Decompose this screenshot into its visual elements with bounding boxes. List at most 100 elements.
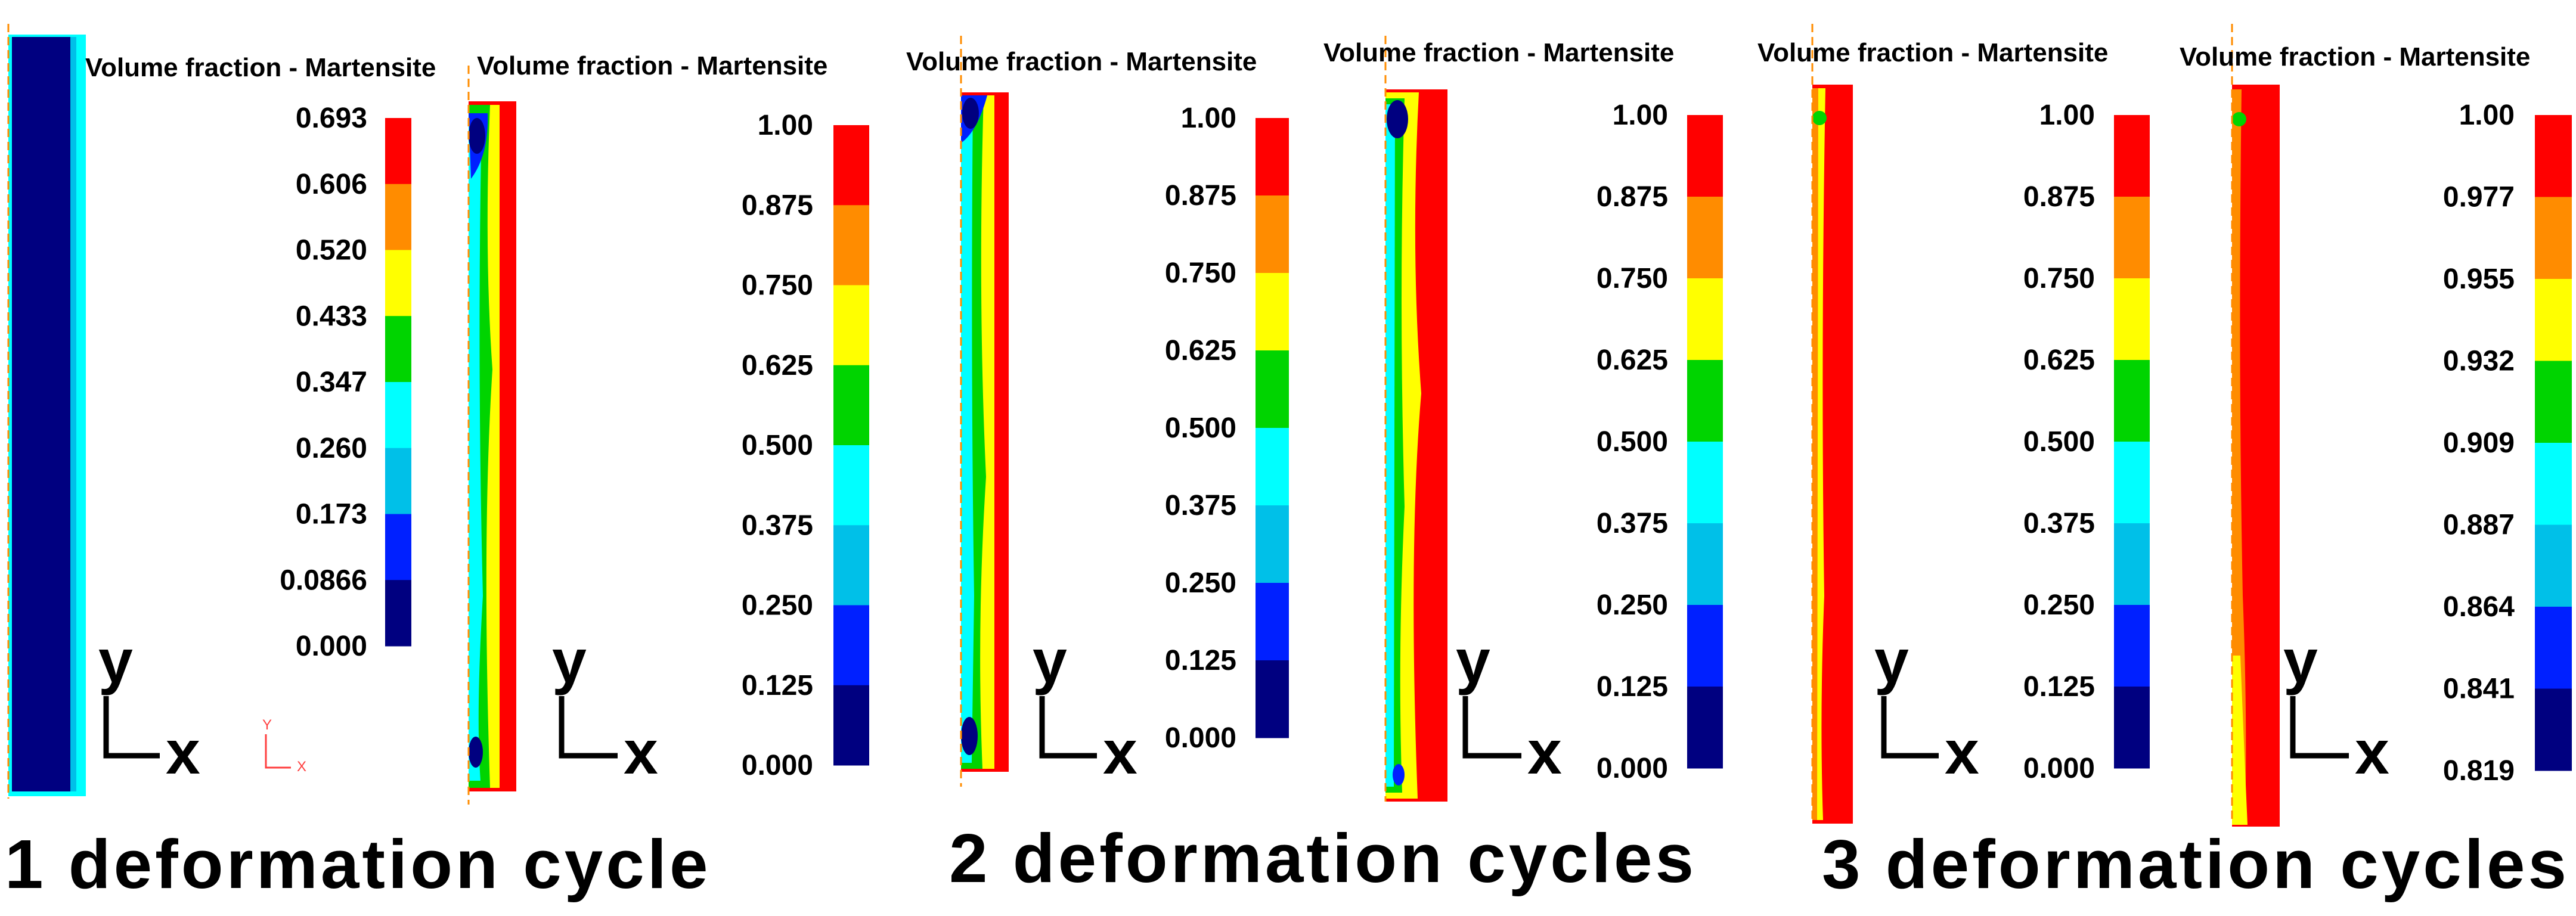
- colorbar-tick-label: 0.500: [2023, 426, 2095, 458]
- mini-x-label: X: [297, 759, 306, 775]
- colorbar-segment: [833, 605, 869, 686]
- colorbar-tick-label: 0.500: [742, 430, 813, 461]
- y-axis-label: y: [1874, 627, 1909, 696]
- colorbar-segment: [833, 125, 869, 206]
- x-axis-label: x: [1527, 718, 1562, 787]
- axis-indicator-6: y x: [2283, 627, 2389, 787]
- colorbar-segment: [2535, 607, 2572, 689]
- contour-plot-cycle1-a: [7, 24, 86, 799]
- colorbar-segment: [1256, 505, 1289, 583]
- colorbar-tick-label: 0.125: [1597, 671, 1668, 703]
- colorbar-tick-label: 0.819: [2443, 755, 2515, 787]
- colorbar-title-4: Volume fraction - Martensite: [1323, 38, 1674, 67]
- colorbar-tick-label: 0.932: [2443, 346, 2515, 377]
- colorbar-tick-label: 1.00: [1181, 103, 1236, 134]
- colorbar-segment: [2535, 524, 2572, 607]
- x-axis-label: x: [166, 718, 200, 787]
- colorbar-tick-label: 0.909: [2443, 427, 2515, 459]
- axis-indicator-5: y x: [1874, 627, 1979, 787]
- colorbar-tick-label: 0.500: [1165, 412, 1236, 444]
- caption-cycle-3: 3 deformation cycles: [1822, 825, 2569, 903]
- colorbar-tick-label: 0.000: [296, 631, 367, 662]
- colorbar-segment: [2535, 115, 2572, 197]
- colorbar-tick-label: 0.750: [1597, 263, 1668, 294]
- axis-indicator-2: y x: [552, 627, 658, 787]
- colorbar-tick-label: 0.125: [2023, 671, 2095, 703]
- colorbar-segment: [1256, 660, 1289, 738]
- cycle-3-group: Volume fraction - Martensite 1.00 0.875 0.…: [1757, 24, 2572, 903]
- axis-indicator-1: y x: [98, 627, 200, 787]
- colorbar-segment: [2535, 443, 2572, 525]
- colorbar-tick-label: 0.955: [2443, 263, 2515, 295]
- y-axis-label: y: [2283, 627, 2318, 696]
- colorbar-tick-label: 0.864: [2443, 591, 2515, 623]
- colorbar-segment: [2114, 523, 2150, 606]
- colorbar-segment: [385, 118, 411, 185]
- colorbar-tick-label: 0.433: [296, 300, 367, 332]
- colorbar-segment: [1687, 197, 1723, 279]
- colorbar-tick-label: 0.260: [296, 433, 367, 464]
- colorbar-tick-label: 0.875: [2023, 181, 2095, 213]
- mini-y-label: Y: [262, 717, 272, 733]
- colorbar-segment: [1256, 350, 1289, 428]
- colorbar-tick-label: 0.693: [296, 103, 367, 134]
- colorbar-5: 1.00 0.875 0.750 0.625 0.500 0.375 0.250 0.125 0…: [2023, 100, 2150, 784]
- colorbar-tick-label: 1.00: [2039, 100, 2095, 131]
- colorbar-tick-label: 0.625: [1597, 344, 1668, 376]
- colorbar-segment: [833, 365, 869, 446]
- colorbar-segment: [385, 184, 411, 250]
- colorbar-tick-label: 1.00: [758, 110, 813, 141]
- colorbar-tick-label: 0.250: [1597, 589, 1668, 621]
- colorbar-tick-label: 0.625: [2023, 344, 2095, 376]
- colorbar-2: 1.00 0.875 0.750 0.625 0.500 0.375 0.250 0.125 0…: [742, 110, 869, 781]
- colorbar-tick-label: 0.841: [2443, 673, 2515, 705]
- colorbar-segment: [2535, 688, 2572, 771]
- colorbar-tick-label: 0.347: [296, 367, 367, 398]
- colorbar-1: 0.693 0.606 0.520 0.433 0.347 0.260 0.173 0.086…: [280, 103, 411, 662]
- x-axis-label: x: [624, 718, 658, 787]
- axis-indicator-4: y x: [1456, 627, 1562, 787]
- colorbar-segment: [385, 514, 411, 580]
- colorbar-segment: [1256, 428, 1289, 506]
- mini-axis-triad: Y X: [262, 717, 306, 775]
- colorbar-tick-label: 0.750: [1165, 257, 1236, 289]
- contour-plot-cycle2-a: [960, 36, 1009, 787]
- colorbar-segment: [833, 445, 869, 526]
- colorbar-4: 1.00 0.875 0.750 0.625 0.500 0.375 0.250 0.125 0…: [1597, 100, 1723, 784]
- colorbar-tick-label: 0.520: [296, 235, 367, 266]
- y-axis-label: y: [98, 627, 133, 696]
- colorbar-tick-label: 1.00: [2459, 100, 2515, 131]
- colorbar-tick-label: 0.0866: [280, 564, 367, 596]
- colorbar-tick-label: 0.625: [742, 350, 813, 381]
- axis-indicator-3: y x: [1033, 627, 1137, 787]
- colorbar-segment: [2535, 279, 2572, 361]
- colorbar-title-6: Volume fraction - Martensite: [2180, 42, 2530, 72]
- colorbar-segment: [2535, 361, 2572, 443]
- x-axis-label: x: [2355, 718, 2389, 787]
- colorbar-tick-label: 0.250: [1165, 567, 1236, 599]
- contour-plot-cycle3-b: [2231, 24, 2280, 827]
- colorbar-segment: [2114, 687, 2150, 769]
- colorbar-segment: [833, 525, 869, 606]
- colorbar-tick-label: 0.875: [1165, 180, 1236, 212]
- colorbar-tick-label: 0.606: [296, 169, 367, 200]
- colorbar-segment: [2535, 197, 2572, 280]
- x-axis-label: x: [1945, 718, 1979, 787]
- colorbar-tick-label: 0.375: [1597, 508, 1668, 539]
- colorbar-segment: [1687, 278, 1723, 361]
- colorbar-tick-label: 0.977: [2443, 182, 2515, 213]
- colorbar-segment: [2114, 278, 2150, 361]
- colorbar-tick-label: 0.750: [742, 270, 813, 302]
- colorbar-segment: [2114, 605, 2150, 687]
- colorbar-segment: [385, 316, 411, 383]
- y-axis-label: y: [1456, 627, 1490, 696]
- colorbar-segment: [1687, 523, 1723, 606]
- colorbar-segment: [833, 205, 869, 285]
- colorbar-segment: [385, 448, 411, 514]
- cycle-2-group: Volume fraction - Martensite 1.00 0.875 0.…: [906, 36, 1723, 897]
- colorbar-segment: [1256, 195, 1289, 274]
- colorbar-tick-label: 0.750: [2023, 263, 2095, 294]
- colorbar-tick-label: 0.875: [1597, 181, 1668, 213]
- cycle-1-group: Volume fraction - Martensite 0.6930.6060…: [5, 24, 869, 903]
